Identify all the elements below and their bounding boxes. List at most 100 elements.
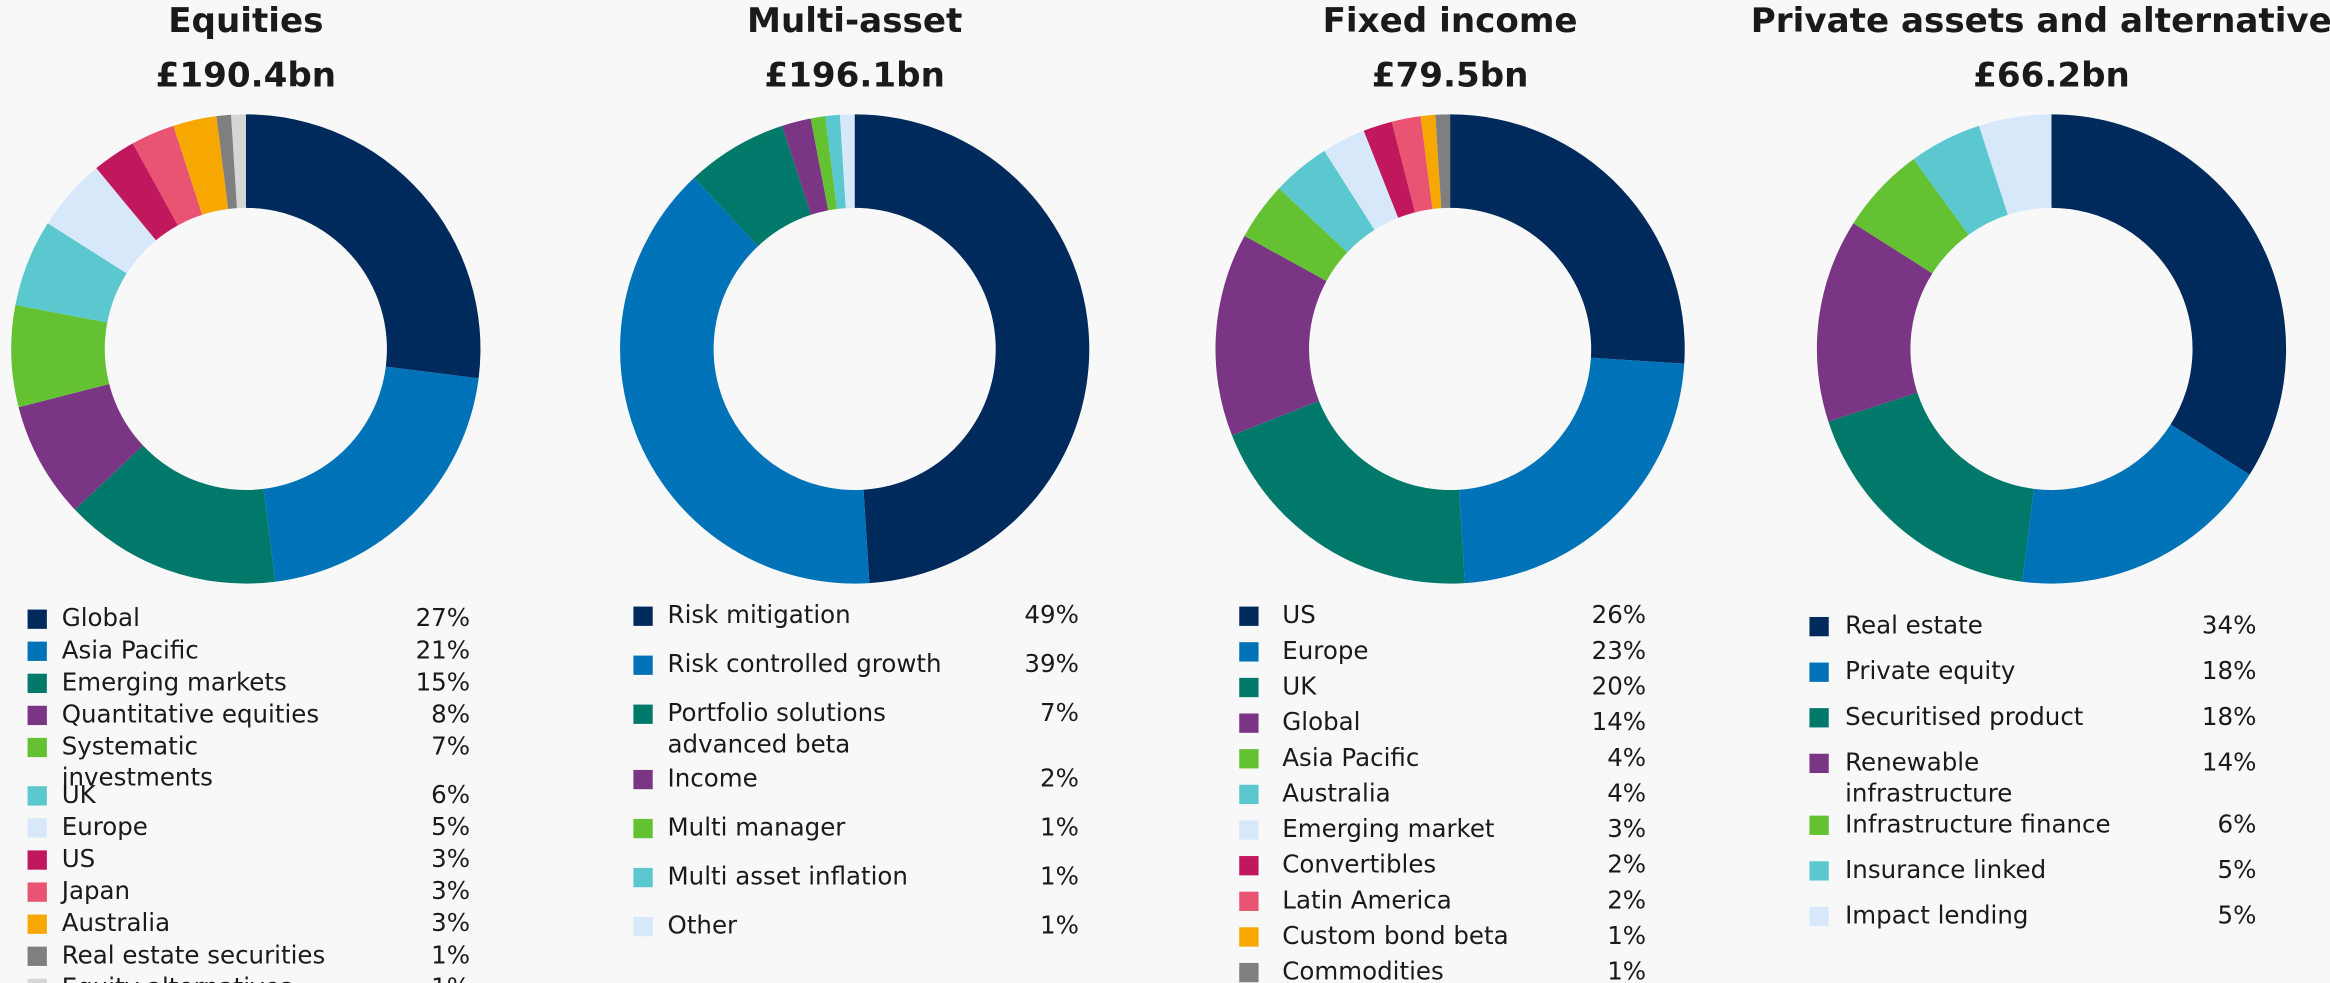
legend-swatch xyxy=(27,737,47,758)
legend-swatch xyxy=(1239,927,1259,947)
donut-slice xyxy=(1853,159,1969,274)
legend-value: 6% xyxy=(2218,809,2257,838)
legend-label: Income xyxy=(668,764,758,793)
legend-label: Private equity xyxy=(1845,656,2015,685)
donut-slice xyxy=(1978,114,2052,215)
donut-slice xyxy=(96,143,178,241)
legend-swatch xyxy=(27,946,47,966)
donut-slice xyxy=(1215,235,1327,436)
legend-swatch xyxy=(1809,906,1829,927)
legend-label: Commodities xyxy=(1282,957,1443,983)
legend-value: 1% xyxy=(1607,921,1646,950)
legend-swatch xyxy=(1239,749,1259,769)
legend-swatch xyxy=(1239,820,1259,840)
legend-swatch xyxy=(27,978,47,983)
legend-swatch xyxy=(1809,815,1829,835)
legend-label: Global xyxy=(1282,707,1360,736)
legend-swatch xyxy=(633,606,653,626)
legend-label: Multi asset inflation xyxy=(668,862,908,891)
legend-label: US xyxy=(62,844,95,873)
legend-label: UK xyxy=(1282,672,1317,701)
legend-label: Systematic investments xyxy=(62,731,213,791)
legend-label: Convertibles xyxy=(1282,850,1436,879)
legend-value: 34% xyxy=(2202,611,2256,640)
legend-label: Emerging markets xyxy=(62,667,287,696)
legend-swatch xyxy=(1239,962,1259,983)
legend-label-line: investments xyxy=(62,763,213,792)
legend-label-line: infrastructure xyxy=(1845,779,2012,808)
legend-value: 1% xyxy=(1040,813,1079,842)
legend-label: Australia xyxy=(1282,778,1390,807)
donut-slice xyxy=(810,116,837,211)
legend-label: Securitised product xyxy=(1845,702,2084,731)
chart-title: Equities xyxy=(168,1,323,41)
legend-label-line: Systematic xyxy=(62,731,198,760)
legend-label: US xyxy=(1282,600,1315,629)
donut-slice xyxy=(694,125,812,247)
legend-swatch xyxy=(27,641,47,661)
legend-value: 4% xyxy=(1607,743,1646,772)
legend-label: Risk controlled growth xyxy=(668,649,942,678)
legend-label: Real estate xyxy=(1845,611,1983,640)
legend-value: 6% xyxy=(431,780,470,809)
donut-slice xyxy=(782,118,829,215)
legend-label: Infrastructure finance xyxy=(1845,809,2110,838)
legend-swatch xyxy=(27,882,47,902)
legend-swatch xyxy=(1239,606,1259,626)
legend-value: 1% xyxy=(1040,862,1079,891)
legend-swatch xyxy=(27,705,47,726)
legend-label: Other xyxy=(668,911,738,940)
legend-swatch xyxy=(633,916,653,937)
chart-title: Private assets and alternatives xyxy=(1751,1,2330,41)
legend-label: Renewable infrastructure xyxy=(1845,747,2012,807)
legend-value: 3% xyxy=(431,908,470,937)
donut-slice xyxy=(2022,424,2250,584)
donut-slice xyxy=(263,366,479,582)
legend-swatch xyxy=(27,609,47,629)
legend-label-line: advanced beta xyxy=(668,729,851,758)
legend-swatch xyxy=(633,655,653,675)
legend-label: Quantitative equities xyxy=(62,699,319,728)
donut-slice xyxy=(2051,114,2287,475)
legend-value: 8% xyxy=(431,699,470,728)
donut-slice xyxy=(1324,130,1399,230)
legend-label: Australia xyxy=(62,908,170,937)
legend-swatch xyxy=(1239,784,1259,805)
legend-value: 21% xyxy=(416,635,470,664)
donut-slice xyxy=(18,384,144,510)
donut-slice xyxy=(1420,114,1442,209)
legend-swatch xyxy=(633,867,653,888)
legend-swatch xyxy=(1239,642,1259,662)
legend-value: 1% xyxy=(431,972,470,983)
legend-value: 1% xyxy=(1607,957,1646,983)
legend-swatch xyxy=(633,704,653,724)
legend-label: Custom bond beta xyxy=(1282,921,1508,950)
chart-title: Multi-asset xyxy=(747,1,962,41)
legend-swatch xyxy=(1239,713,1259,733)
legend-swatch xyxy=(1809,662,1829,682)
legend-swatch xyxy=(1809,753,1829,774)
legend-value: 2% xyxy=(1040,764,1079,793)
legend-label: Latin America xyxy=(1282,885,1451,914)
legend-label: Europe xyxy=(62,812,148,841)
legend-swatch xyxy=(1809,616,1829,637)
chart-title: Fixed income xyxy=(1323,1,1578,41)
donut-slice xyxy=(1363,121,1416,218)
legend-value: 3% xyxy=(431,876,470,905)
legend-value: 26% xyxy=(1592,600,1646,629)
legend-value: 2% xyxy=(1607,850,1646,879)
legend-label: Real estate securities xyxy=(62,940,325,969)
donut-slice xyxy=(245,114,481,379)
legend-swatch xyxy=(27,850,47,870)
legend-value: 4% xyxy=(1607,778,1646,807)
donut-slice xyxy=(216,114,237,209)
legend-value: 20% xyxy=(1592,672,1646,701)
chart-subtitle: £196.1bn xyxy=(764,56,945,96)
legend-swatch xyxy=(27,673,47,694)
donut-slice xyxy=(839,114,855,209)
donut-slice xyxy=(132,125,203,226)
legend-value: 2% xyxy=(1607,885,1646,914)
donut-slice xyxy=(1816,223,1933,422)
